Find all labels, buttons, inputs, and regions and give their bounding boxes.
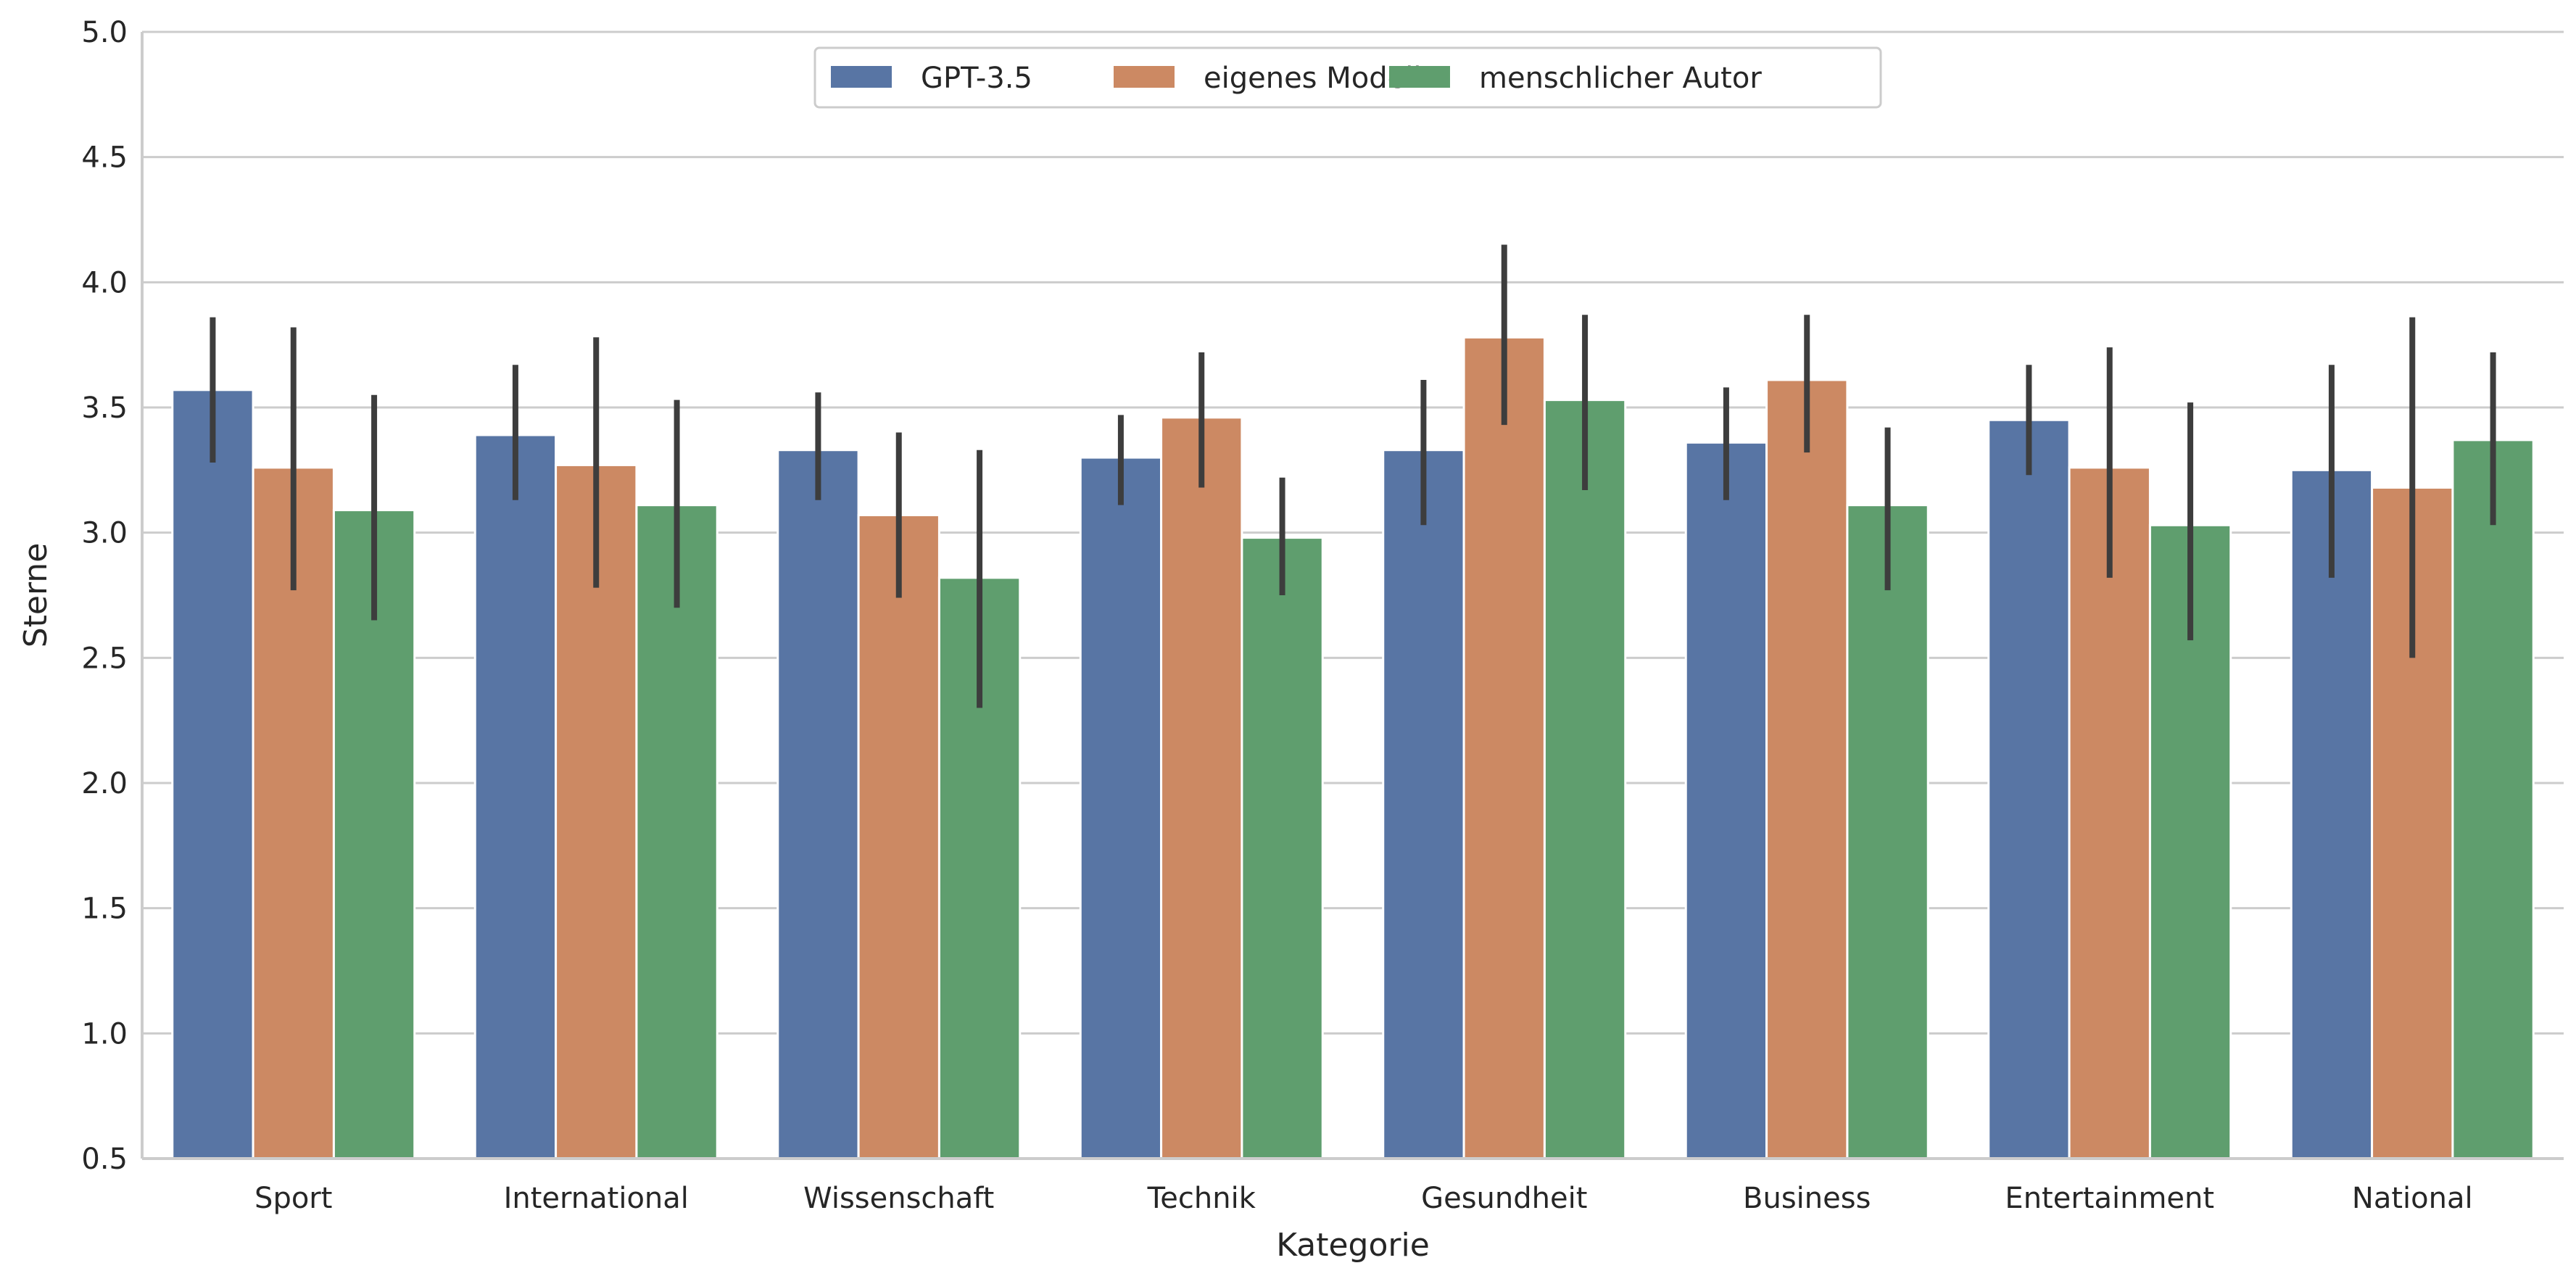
bar (2451, 439, 2535, 1160)
x-axis-label: Kategorie (1276, 1227, 1430, 1264)
legend-swatch (1114, 66, 1175, 88)
x-tick-label: Wissenschaft (803, 1182, 994, 1215)
x-tick-label: Technik (1147, 1182, 1256, 1215)
y-tick-label: 1.5 (81, 892, 128, 926)
legend: GPT-3.5 eigenes Modell menschlicher Autor (813, 46, 1882, 109)
legend-label: menschlicher Autor (1479, 62, 1762, 95)
x-tick-label: Entertainment (2005, 1182, 2214, 1215)
bar (776, 449, 860, 1160)
bar (1684, 441, 1768, 1160)
bar (171, 389, 254, 1160)
legend-swatch (1389, 66, 1450, 88)
legend-label: GPT-3.5 (921, 62, 1032, 95)
x-tick-label: National (2352, 1182, 2473, 1215)
axes: 0.5 1.0 1.5 2.0 2.5 3.0 3.5 4.0 4.5 5.0 Sport Inter… (17, 16, 2564, 1264)
bar (1765, 378, 1849, 1160)
y-tick-label: 2.5 (81, 642, 128, 675)
bar (473, 434, 558, 1160)
legend-label: eigenes Modell (1204, 62, 1421, 95)
y-tick-label: 4.0 (81, 266, 128, 299)
y-tick-label: 1.0 (81, 1017, 128, 1051)
y-tick-label: 0.5 (81, 1143, 128, 1176)
y-tick-label: 3.5 (81, 392, 128, 425)
y-tick-label: 2.0 (81, 767, 128, 800)
bar (1160, 416, 1243, 1160)
x-tick-label: Business (1743, 1182, 1871, 1215)
x-tick-label: Sport (254, 1182, 332, 1215)
x-tick-label: Gesundheit (1421, 1182, 1587, 1215)
bar (1382, 449, 1465, 1160)
bar (1543, 399, 1627, 1160)
bar (857, 513, 940, 1160)
bar (1462, 336, 1546, 1160)
y-tick-label: 3.0 (81, 517, 128, 550)
bar (1241, 537, 1324, 1160)
y-tick-label: 4.5 (81, 141, 128, 175)
bar (1846, 504, 1929, 1160)
bar (1079, 456, 1163, 1160)
bar (1987, 418, 2071, 1160)
y-tick-label: 5.0 (81, 16, 128, 49)
bars (171, 336, 2535, 1160)
legend-swatch (831, 66, 892, 88)
error-bars (210, 244, 2496, 708)
y-axis-label: Sterne (17, 543, 54, 648)
legend-box (813, 46, 1882, 109)
x-tick-label: International (504, 1182, 689, 1215)
